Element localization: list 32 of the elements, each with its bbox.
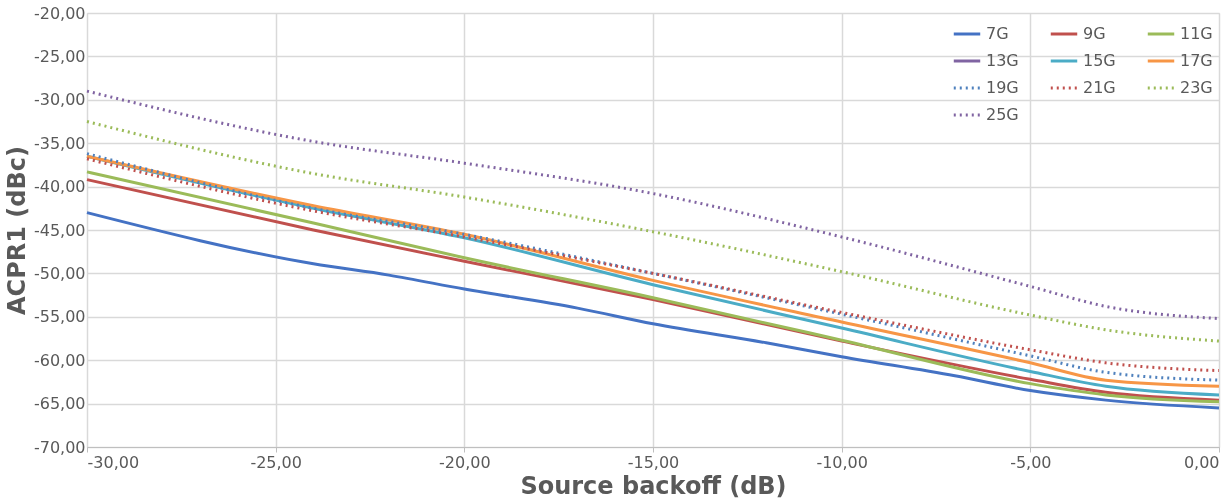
x-tick-label: -15,00 bbox=[627, 452, 680, 472]
y-tick-label: -35,00 bbox=[33, 133, 86, 153]
x-tick-label: 0,00 bbox=[1183, 452, 1220, 472]
x-tick-label: -25,00 bbox=[250, 452, 302, 472]
legend-label: 25G bbox=[986, 105, 1019, 124]
y-tick-label: -70,00 bbox=[33, 437, 86, 457]
x-tick-label: -20,00 bbox=[439, 452, 491, 472]
y-tick-label: -40,00 bbox=[33, 177, 86, 197]
y-tick-label: -30,00 bbox=[33, 90, 86, 110]
legend-label: 7G bbox=[986, 24, 1009, 43]
y-tick-label: -65,00 bbox=[33, 394, 86, 414]
y-tick-label: -50,00 bbox=[33, 263, 86, 283]
legend-label: 13G bbox=[986, 51, 1019, 70]
y-tick-label: -60,00 bbox=[33, 350, 86, 370]
x-tick-label: -10,00 bbox=[816, 452, 868, 472]
x-axis-title: Source backoff (dB) bbox=[520, 471, 787, 500]
legend-label: 21G bbox=[1083, 78, 1116, 97]
y-tick-label: -45,00 bbox=[33, 220, 86, 240]
legend-label: 15G bbox=[1083, 51, 1116, 70]
legend-label: 19G bbox=[986, 78, 1019, 97]
x-tick-label: -30,00 bbox=[87, 452, 140, 472]
legend-label: 23G bbox=[1180, 78, 1213, 97]
legend-label: 17G bbox=[1180, 51, 1213, 70]
legend-label: 11G bbox=[1180, 24, 1213, 43]
y-tick-label: -55,00 bbox=[33, 307, 86, 327]
line-series bbox=[85, 211, 1221, 410]
legend-label: 9G bbox=[1083, 24, 1106, 43]
x-tick-label: -5,00 bbox=[1010, 452, 1052, 472]
y-axis-title: ACPR1 (dBc) bbox=[2, 146, 31, 315]
y-tick-label: -25,00 bbox=[33, 46, 86, 66]
line-series bbox=[85, 120, 1221, 343]
y-tick-label: -20,00 bbox=[33, 3, 86, 23]
